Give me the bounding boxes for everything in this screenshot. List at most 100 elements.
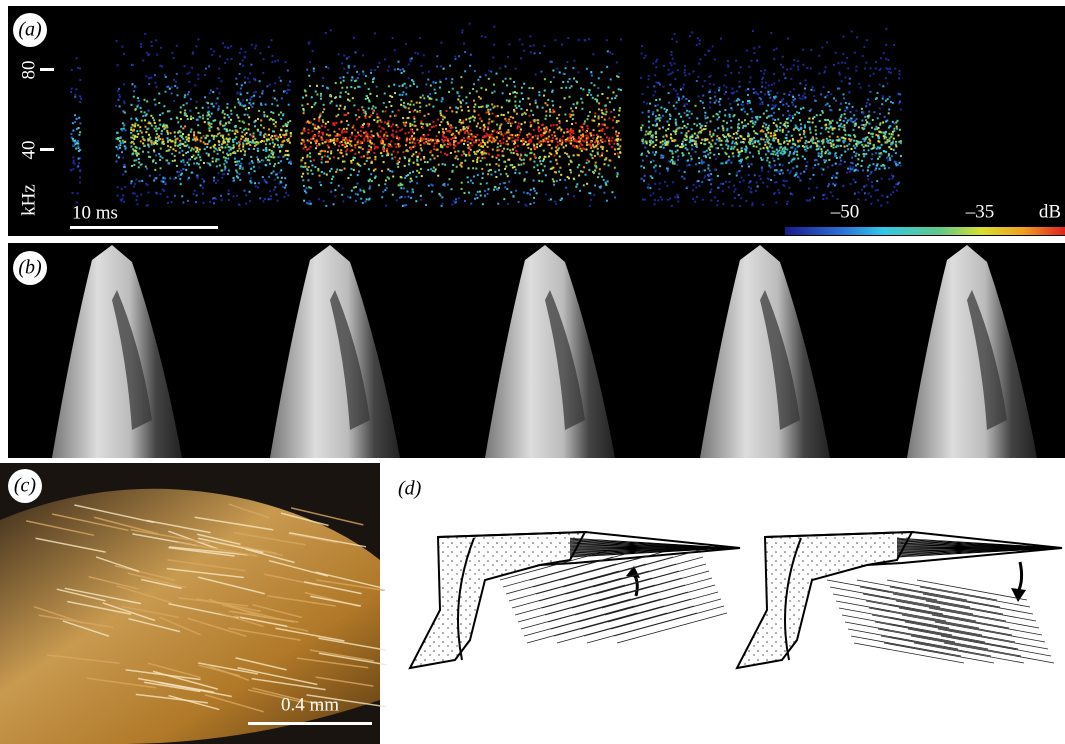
spectrogram-cell bbox=[140, 131, 143, 134]
spectrogram-cell bbox=[660, 156, 663, 159]
spectrogram-cell bbox=[778, 149, 781, 152]
spectrogram-cell bbox=[303, 189, 306, 192]
spectrogram-cell bbox=[188, 163, 190, 166]
spectrogram-cell bbox=[559, 166, 562, 169]
spectrogram-cell bbox=[187, 151, 189, 153]
spectrogram-cell bbox=[446, 145, 449, 148]
spectrogram-cell bbox=[530, 124, 533, 127]
spectrogram-cell bbox=[325, 173, 328, 176]
spectrogram-cell bbox=[511, 134, 514, 136]
spectrogram-cell bbox=[893, 44, 895, 46]
spectrogram-cell bbox=[889, 67, 892, 70]
spectrogram-cell bbox=[263, 111, 266, 114]
spectrogram-cell bbox=[725, 91, 727, 93]
spectrogram-cell bbox=[749, 120, 752, 123]
spectrogram-cell bbox=[248, 173, 251, 176]
spectrogram-cell bbox=[832, 182, 835, 185]
spectrogram-cell bbox=[538, 141, 541, 144]
spectrogram-cell bbox=[432, 80, 435, 83]
spectrogram-cell bbox=[386, 134, 389, 137]
spectrogram-cell bbox=[754, 121, 757, 124]
spectrogram-cell bbox=[722, 182, 725, 185]
spectrogram-cell bbox=[435, 98, 438, 101]
spectrogram-cell bbox=[702, 169, 705, 172]
spectrogram-cell bbox=[496, 105, 499, 108]
spectrogram-cell bbox=[844, 76, 847, 79]
spectrogram-cell bbox=[119, 144, 122, 147]
spectrogram-cell bbox=[178, 171, 181, 173]
spectrogram-cell bbox=[72, 159, 75, 162]
spectrogram-cell bbox=[891, 130, 894, 133]
spectrogram-cell bbox=[370, 69, 373, 71]
spectrogram-cell bbox=[690, 112, 693, 115]
spectrogram-cell bbox=[325, 65, 328, 68]
spectrogram-cell bbox=[143, 98, 146, 101]
spectrogram-cell bbox=[799, 139, 802, 142]
spectrogram-cell bbox=[565, 144, 568, 147]
spectrogram-cell bbox=[810, 145, 813, 148]
spectrogram-cell bbox=[350, 167, 353, 170]
spectrogram-cell bbox=[370, 161, 373, 164]
spectrogram-cell bbox=[436, 55, 439, 58]
spectrogram-cell bbox=[869, 139, 872, 142]
spectrogram-cell bbox=[300, 132, 303, 135]
spectrogram-cell bbox=[488, 138, 490, 141]
spectrogram-cell bbox=[852, 144, 855, 147]
spectrogram-cell bbox=[480, 106, 483, 108]
spectrogram-cell bbox=[516, 136, 519, 139]
spectrogram-cell bbox=[647, 115, 650, 118]
spectrogram-cell bbox=[562, 81, 565, 83]
spectrogram-cell bbox=[617, 76, 620, 78]
spectrogram-cell bbox=[596, 151, 599, 154]
spectrogram-cell bbox=[529, 133, 532, 136]
spectrogram-cell bbox=[460, 102, 462, 105]
spectrogram-cell bbox=[786, 121, 789, 124]
spectrogram-cell bbox=[884, 99, 887, 102]
spectrogram-cell bbox=[591, 119, 594, 122]
spectrogram-cell bbox=[572, 130, 575, 133]
spectrogram-cell bbox=[681, 140, 684, 143]
spectrogram-cell bbox=[466, 137, 469, 140]
spectrogram-cell bbox=[401, 128, 404, 131]
spectrogram-cell bbox=[272, 151, 275, 154]
spectrogram-cell bbox=[333, 141, 335, 144]
spectrogram-cell bbox=[276, 104, 279, 107]
spectrogram-cell bbox=[368, 144, 371, 147]
spectrogram-cell bbox=[848, 143, 851, 146]
spectrogram-cell bbox=[815, 145, 818, 148]
spectrogram-cell bbox=[380, 140, 382, 143]
spectrogram-cell bbox=[674, 107, 677, 110]
spectrogram-cell bbox=[835, 99, 838, 102]
spectrogram-cell bbox=[195, 106, 198, 109]
spectrogram-cell bbox=[359, 189, 362, 192]
spectrogram-cell bbox=[689, 136, 691, 139]
spectrogram-cell bbox=[838, 108, 841, 111]
spectrogram-cell bbox=[703, 176, 706, 179]
spectrogram-cell bbox=[796, 145, 799, 148]
spectrogram-cell bbox=[602, 113, 605, 115]
spectrogram-cell bbox=[532, 187, 535, 190]
spectrogram-cell bbox=[891, 101, 894, 104]
spectrogram-cell bbox=[493, 129, 496, 132]
spectrogram-cell bbox=[133, 125, 136, 128]
spectrogram-cell bbox=[533, 201, 536, 204]
spectrogram-cell bbox=[395, 130, 398, 133]
spectrogram-cell bbox=[485, 152, 488, 155]
spectrogram-cell bbox=[797, 68, 800, 71]
spectrogram-cell bbox=[410, 191, 413, 194]
spectrogram-cell bbox=[309, 155, 312, 158]
spectrogram-cell bbox=[443, 136, 446, 139]
spectrogram-cell bbox=[616, 152, 619, 155]
spectrogram-cell bbox=[245, 202, 248, 205]
spectrogram-cell bbox=[262, 58, 265, 61]
spectrogram-cell bbox=[757, 140, 759, 143]
spectrogram-cell bbox=[180, 169, 183, 172]
spectrogram-cell bbox=[309, 202, 312, 205]
spectrogram-cell bbox=[389, 143, 392, 146]
spectrogram-cell bbox=[808, 109, 811, 112]
spectrogram-cell bbox=[540, 163, 543, 165]
spectrogram-cell bbox=[170, 86, 173, 89]
spectrogram-cell bbox=[693, 143, 696, 145]
spectrogram-cell bbox=[840, 154, 843, 157]
spectrogram-cell bbox=[896, 127, 899, 130]
